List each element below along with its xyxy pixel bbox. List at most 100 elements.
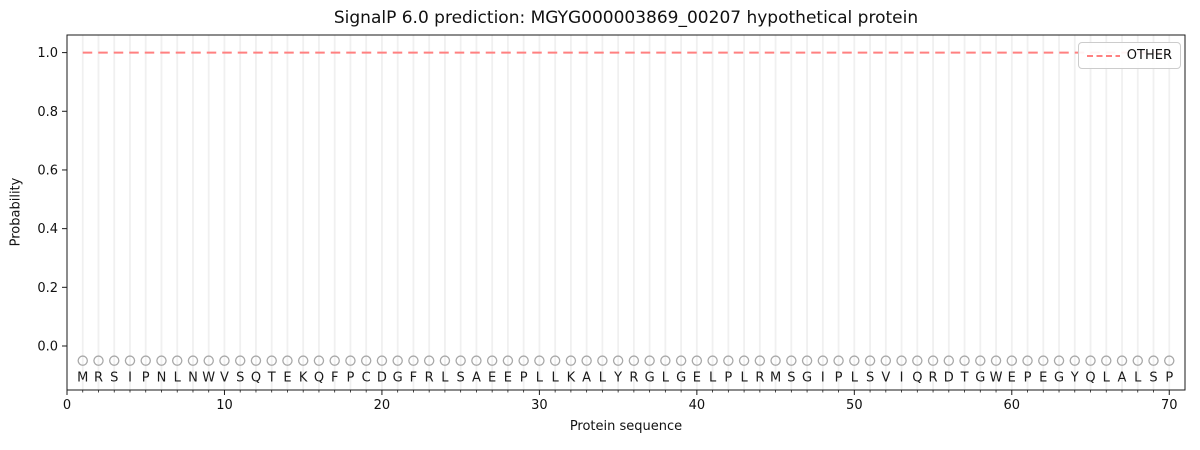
sequence-letter: G <box>975 370 985 385</box>
residue-marker <box>423 355 435 366</box>
residue-marker <box>93 355 104 366</box>
residue-marker <box>833 355 844 366</box>
residue-marker <box>108 355 120 366</box>
residue-marker <box>880 355 892 366</box>
sequence-letter: Q <box>1085 370 1095 385</box>
sequence-letter: L <box>662 370 670 385</box>
sequence-letter: G <box>676 370 686 385</box>
residue-marker <box>786 355 797 366</box>
residue-marker <box>219 355 230 366</box>
residue-marker <box>959 355 970 366</box>
y-axis-label: Probability <box>8 177 24 247</box>
sequence-letter: P <box>1165 370 1173 385</box>
sequence-letter: P <box>835 370 843 385</box>
residue-marker <box>140 355 151 366</box>
chart-title: SignalP 6.0 prediction: MGYG000003869_00… <box>333 8 919 28</box>
sequence-letter: S <box>787 370 795 385</box>
residue-marker <box>156 355 167 366</box>
y-tick-label: 0.0 <box>37 339 58 354</box>
residue-marker <box>360 355 372 366</box>
sequence-letter: E <box>1039 370 1047 385</box>
sequence-letter: L <box>1103 370 1111 385</box>
residue-marker <box>628 355 640 366</box>
residue-marker <box>1101 355 1112 366</box>
residue-marker <box>660 355 671 366</box>
residue-marker <box>297 355 309 366</box>
residue-marker <box>376 355 388 366</box>
residue-marker <box>943 355 955 366</box>
residue-marker <box>234 355 246 366</box>
residue-marker <box>754 355 766 366</box>
sequence-letter: L <box>599 370 607 385</box>
residue-marker <box>597 355 608 366</box>
residue-marker <box>1038 355 1049 366</box>
x-tick-label: 20 <box>374 398 391 413</box>
residue-marker <box>1022 355 1033 366</box>
residue-marker <box>518 355 529 366</box>
residue-marker <box>124 355 136 366</box>
sequence-letter: I <box>900 370 904 385</box>
sequence-letter: V <box>220 370 229 385</box>
sequence-letter: F <box>331 370 338 385</box>
residue-marker <box>282 355 293 366</box>
residue-marker <box>1053 355 1065 366</box>
residue-marker <box>927 355 939 366</box>
sequence-letter: T <box>267 370 276 385</box>
residue-marker <box>1164 355 1175 366</box>
residue-marker <box>329 355 340 366</box>
sequence-letter: N <box>157 370 167 385</box>
x-tick-label: 40 <box>689 398 706 413</box>
residue-marker <box>266 355 277 366</box>
sequence-letter: E <box>488 370 496 385</box>
sequence-letter: I <box>821 370 825 385</box>
residue-marker <box>502 355 514 366</box>
sequence-letter: L <box>851 370 859 385</box>
y-tick-label: 1.0 <box>37 46 58 61</box>
sequence-letter: A <box>472 370 481 385</box>
sequence-letter: E <box>283 370 291 385</box>
x-tick-label: 0 <box>63 398 71 413</box>
sequence-letter: P <box>1024 370 1032 385</box>
sequence-letter: P <box>142 370 150 385</box>
sequence-letter: D <box>944 370 954 385</box>
sequence-letter: E <box>1008 370 1016 385</box>
legend-label: OTHER <box>1126 48 1172 63</box>
legend-dashed-line-icon <box>1087 54 1120 57</box>
residue-marker <box>723 355 734 366</box>
residue-marker <box>738 355 750 366</box>
residue-marker <box>1132 355 1144 366</box>
residue-marker <box>990 355 1002 366</box>
sequence-letter: V <box>881 370 890 385</box>
residue-marker <box>455 355 466 366</box>
sequence-letter: D <box>377 370 387 385</box>
residue-marker <box>675 355 687 366</box>
residue-marker <box>644 355 655 366</box>
sequence-letter: P <box>724 370 732 385</box>
sequence-letter: L <box>174 370 182 385</box>
sequence-letter: F <box>410 370 417 385</box>
sequence-letter: S <box>1149 370 1157 385</box>
x-tick-label: 10 <box>216 398 233 413</box>
residue-marker <box>471 355 482 366</box>
sequence-letter: I <box>128 370 132 385</box>
residue-marker <box>549 355 561 366</box>
x-tick-label: 30 <box>531 398 548 413</box>
sequence-letter: A <box>1118 370 1127 385</box>
sequence-letter: M <box>770 370 781 385</box>
sequence-letter: L <box>536 370 544 385</box>
residue-marker <box>392 355 403 366</box>
residue-marker <box>187 355 199 366</box>
sequence-letter: R <box>425 370 434 385</box>
residue-marker <box>171 355 183 366</box>
sequence-letter: M <box>77 370 88 385</box>
sequence-letter: Q <box>314 370 324 385</box>
residue-marker <box>1148 355 1159 366</box>
sequence-letter: L <box>441 370 449 385</box>
y-tick-label: 0.2 <box>37 281 58 296</box>
residue-marker <box>313 355 325 366</box>
sequence-letter: Q <box>251 370 261 385</box>
sequence-letter: G <box>645 370 655 385</box>
sequence-letter: Q <box>912 370 922 385</box>
